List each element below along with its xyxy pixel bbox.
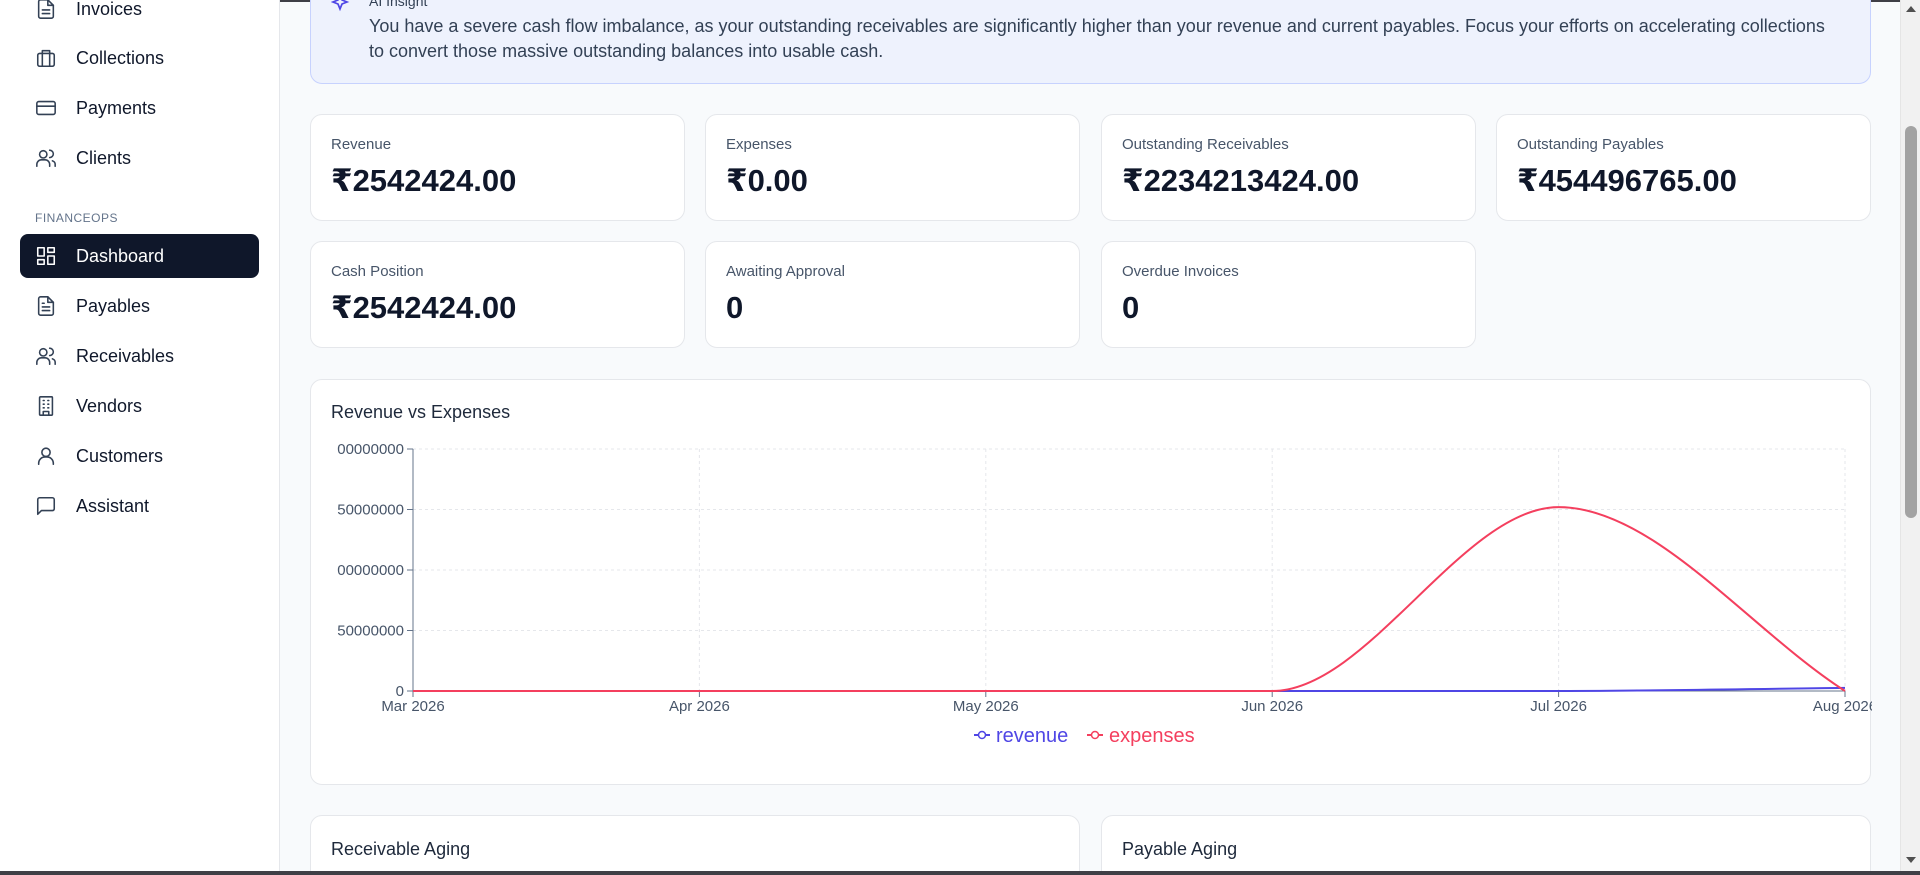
sidebar-item-label: Invoices [76, 0, 143, 19]
legend-marker-dot [977, 730, 987, 740]
kpi-card-overdue-invoices: Overdue Invoices 0 [1101, 241, 1476, 348]
x-tick-label: Jul 2026 [1530, 698, 1587, 715]
user-icon [34, 444, 58, 468]
insight-title: AI Insight [369, 0, 428, 9]
sidebar-item-dashboard[interactable]: Dashboard [20, 234, 259, 278]
building-icon [34, 394, 58, 418]
receivable-aging-card: Receivable Aging [310, 815, 1080, 875]
credit-card-icon [34, 96, 58, 120]
dashboard-icon [34, 244, 58, 268]
kpi-card-outstanding-receivables: Outstanding Receivables ₹2234213424.00 [1101, 114, 1476, 221]
sidebar-item-label: Payables [76, 295, 151, 316]
sidebar-item-label: Dashboard [76, 245, 165, 266]
kpi-label: Expenses [726, 136, 792, 153]
kpi-value: 0 [726, 290, 744, 325]
legend-label-revenue: revenue [996, 725, 1068, 747]
kpi-card-cash-position: Cash Position ₹2542424.00 [310, 241, 685, 348]
sidebar-item-label: Vendors [76, 395, 143, 416]
sidebar-item-invoices[interactable]: Invoices [20, 0, 259, 31]
kpi-value: ₹0.00 [726, 163, 808, 198]
kpi-card-outstanding-payables: Outstanding Payables ₹454496765.00 [1496, 114, 1871, 221]
kpi-label: Outstanding Receivables [1122, 136, 1289, 153]
revenue-vs-expenses-chart: 0 50000000 00000000 50000000 00000000 Mar 202… [337, 441, 1872, 747]
sidebar-item-receivables[interactable]: Receivables [20, 334, 259, 378]
scroll-up-arrow-icon[interactable] [1906, 6, 1916, 12]
y-tick-label: 0 [396, 683, 404, 700]
payable-aging-title: Payable Aging [1122, 839, 1238, 859]
insight-text: You have a severe cash flow imbalance, a… [369, 16, 1825, 61]
kpi-value: ₹454496765.00 [1517, 163, 1737, 198]
sidebar-item-label: Collections [76, 47, 165, 68]
y-tick-label: 50000000 [337, 502, 404, 519]
kpi-label: Awaiting Approval [726, 263, 845, 280]
kpi-label: Overdue Invoices [1122, 263, 1239, 280]
x-tick-label: Jun 2026 [1241, 698, 1303, 715]
sidebar-item-clients[interactable]: Clients [20, 136, 259, 180]
sparkle-icon [330, 0, 353, 12]
sidebar-item-payments[interactable]: Payments [20, 86, 259, 130]
kpi-card-awaiting-approval: Awaiting Approval 0 [705, 241, 1080, 348]
sidebar-item-collections[interactable]: Collections [20, 36, 259, 80]
kpi-value: ₹2542424.00 [331, 290, 517, 325]
vertical-scrollbar[interactable] [1900, 0, 1920, 871]
y-tick-label: 00000000 [337, 441, 404, 458]
legend-label-expenses: expenses [1109, 725, 1195, 747]
kpi-card-revenue: Revenue ₹2542424.00 [310, 114, 685, 221]
payable-aging-card: Payable Aging [1101, 815, 1871, 875]
ai-insight-banner: AI Insight You have a severe cash flow i… [310, 0, 1871, 84]
x-tick-label: Mar 2026 [381, 698, 444, 715]
receivable-aging-title: Receivable Aging [331, 839, 471, 859]
sidebar-item-label: Clients [76, 147, 132, 168]
scroll-thumb[interactable] [1905, 126, 1917, 518]
x-tick-label: Aug 2026 [1813, 698, 1872, 715]
message-square-icon [34, 494, 58, 518]
users-icon [34, 146, 58, 170]
section-label-financeops: FINANCEOPS [35, 211, 119, 225]
kpi-value: ₹2234213424.00 [1122, 163, 1360, 198]
x-tick-label: May 2026 [953, 698, 1019, 715]
sidebar: Invoices Collections Payments Clients FI… [0, 0, 280, 875]
legend-marker-dot [1090, 730, 1100, 740]
scroll-down-arrow-icon[interactable] [1906, 857, 1916, 863]
x-tick-label: Apr 2026 [669, 698, 730, 715]
kpi-label: Revenue [331, 136, 392, 153]
users-icon [34, 344, 58, 368]
sidebar-item-payables[interactable]: Payables [20, 284, 259, 328]
file-text-icon [34, 294, 58, 318]
kpi-label: Cash Position [331, 263, 424, 280]
sidebar-item-customers[interactable]: Customers [20, 434, 259, 478]
chart-title: Revenue vs Expenses [331, 402, 511, 422]
sidebar-item-label: Payments [76, 97, 157, 118]
kpi-label: Outstanding Payables [1517, 136, 1664, 153]
sidebar-item-vendors[interactable]: Vendors [20, 384, 259, 428]
sidebar-item-label: Receivables [76, 345, 175, 366]
file-icon [34, 0, 58, 21]
sidebar-item-label: Assistant [76, 495, 150, 516]
kpi-value: ₹2542424.00 [331, 163, 517, 198]
briefcase-icon [34, 46, 58, 70]
series-line-expenses [413, 506, 1846, 692]
y-tick-label: 00000000 [337, 562, 404, 579]
kpi-card-expenses: Expenses ₹0.00 [705, 114, 1080, 221]
kpi-value: 0 [1122, 290, 1140, 325]
y-tick-label: 50000000 [337, 623, 404, 640]
sidebar-item-assistant[interactable]: Assistant [20, 484, 259, 528]
revenue-vs-expenses-card: Revenue vs Expenses 0 50000000 00000000 500… [310, 379, 1872, 785]
sidebar-item-label: Customers [76, 445, 164, 466]
